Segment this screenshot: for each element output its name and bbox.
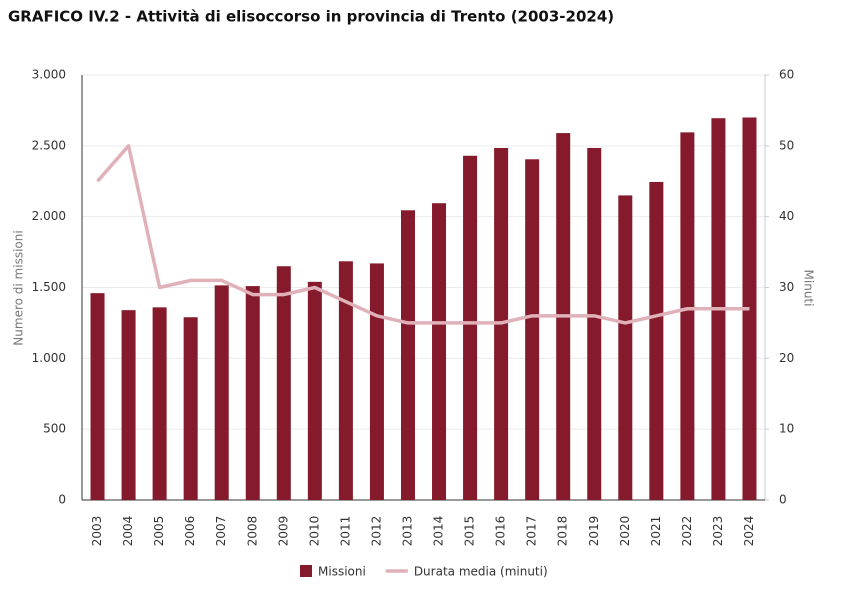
bar xyxy=(121,310,136,500)
x-tick-label: 2005 xyxy=(152,516,166,547)
legend-label: Durata media (minuti) xyxy=(414,565,548,579)
x-tick-label: 2021 xyxy=(649,516,663,547)
bar xyxy=(307,281,322,500)
bar xyxy=(649,181,664,501)
y-tick-label: 1.500 xyxy=(32,280,66,294)
legend-label: Missioni xyxy=(318,565,366,579)
x-tick-label: 2015 xyxy=(463,516,477,547)
x-tick-label: 2020 xyxy=(618,516,632,547)
x-tick-label: 2019 xyxy=(587,516,601,547)
x-tick-label: 2014 xyxy=(432,516,446,547)
x-tick-label: 2017 xyxy=(525,516,539,547)
y-tick-label: 2.500 xyxy=(32,138,66,152)
line xyxy=(96,144,750,325)
y2-tick-label: 50 xyxy=(779,138,794,152)
y2-tick-label: 20 xyxy=(779,351,794,365)
x-tick-label: 2007 xyxy=(214,516,228,547)
y-tick-label: 500 xyxy=(43,422,66,436)
bar xyxy=(463,155,478,500)
y-tick-label: 1.000 xyxy=(32,351,66,365)
x-tick-label: 2018 xyxy=(556,516,570,547)
y-tick-label: 0 xyxy=(58,493,66,507)
x-tick-label: 2024 xyxy=(742,516,756,547)
y2-axis-title: Minuti xyxy=(802,270,816,307)
x-tick-label: 2003 xyxy=(90,516,104,547)
bar xyxy=(400,210,415,500)
x-tick-label: 2011 xyxy=(338,516,352,547)
bar xyxy=(680,132,695,500)
x-tick-label: 2013 xyxy=(400,516,414,547)
y2-tick-label: 10 xyxy=(779,422,794,436)
x-tick-label: 2023 xyxy=(711,516,725,547)
x-tick-label: 2006 xyxy=(183,516,197,547)
bar xyxy=(525,159,540,500)
x-tick-label: 2009 xyxy=(276,516,290,547)
bar xyxy=(214,285,229,500)
bar xyxy=(369,263,384,500)
x-tick-label: 2012 xyxy=(369,516,383,547)
bar xyxy=(338,261,353,500)
bar xyxy=(183,317,198,500)
bar xyxy=(587,147,602,501)
x-tick-label: 2010 xyxy=(307,516,321,547)
bar xyxy=(276,266,291,500)
y2-tick-label: 30 xyxy=(779,280,794,294)
chart-title: GRAFICO IV.2 - Attività di elisoccorso i… xyxy=(8,8,614,26)
y-tick-label: 3.000 xyxy=(32,68,66,82)
bar xyxy=(245,286,260,500)
bar xyxy=(152,307,167,500)
x-tick-label: 2004 xyxy=(121,516,135,547)
y-tick-label: 2.000 xyxy=(32,209,66,223)
legend-swatch xyxy=(300,565,312,577)
y2-tick-label: 0 xyxy=(779,493,787,507)
x-tick-label: 2008 xyxy=(245,516,259,547)
y2-tick-label: 40 xyxy=(779,209,794,223)
y-axis-title: Numero di missioni xyxy=(12,230,26,345)
x-tick-label: 2022 xyxy=(680,516,694,547)
bar xyxy=(432,203,447,501)
bar xyxy=(90,293,105,500)
bar xyxy=(618,195,633,500)
y2-tick-label: 60 xyxy=(779,68,794,82)
x-tick-label: 2016 xyxy=(494,516,508,547)
